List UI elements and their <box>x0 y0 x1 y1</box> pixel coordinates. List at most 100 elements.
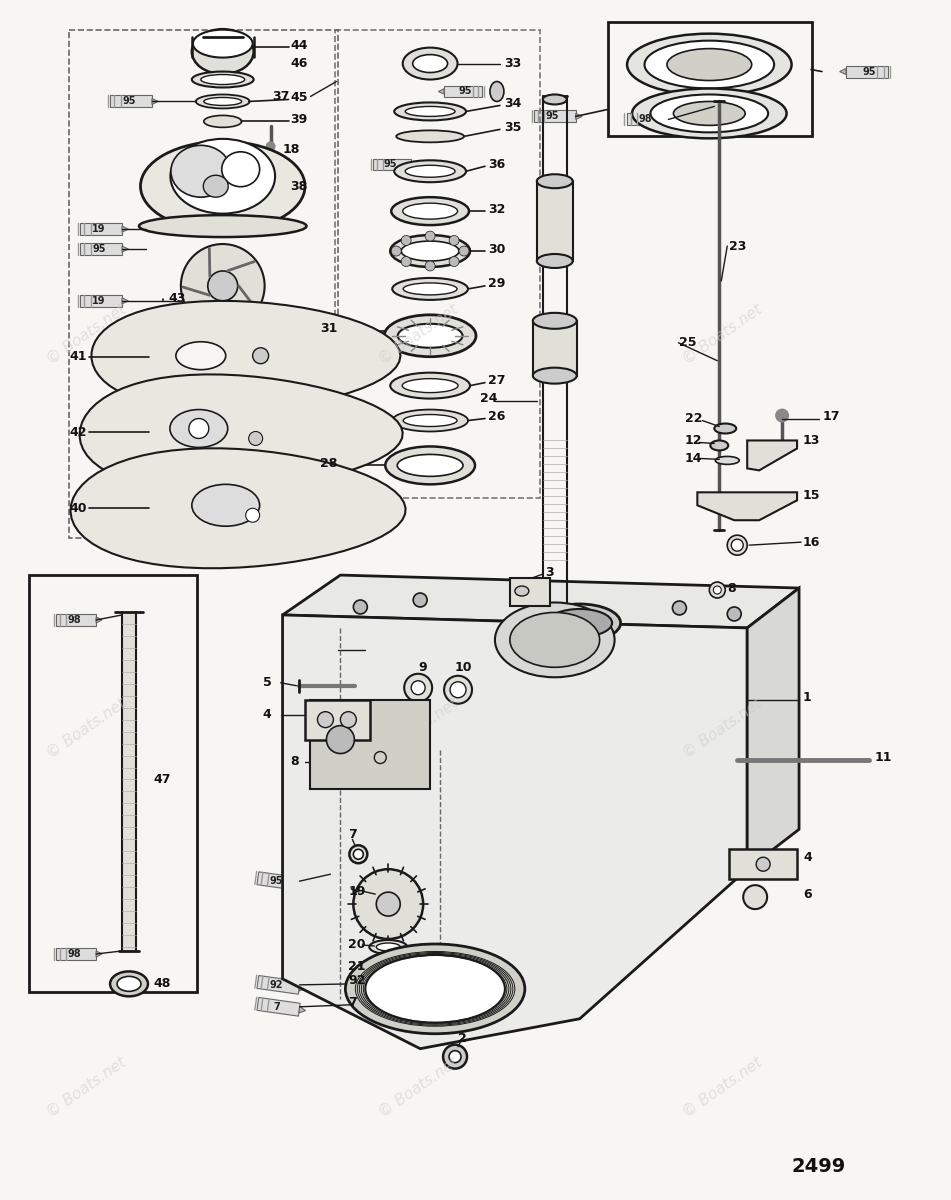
Text: 92: 92 <box>348 974 366 988</box>
Text: 47: 47 <box>153 773 170 786</box>
Text: 98: 98 <box>68 949 81 959</box>
Text: 8: 8 <box>291 755 300 768</box>
Polygon shape <box>96 617 102 623</box>
Polygon shape <box>80 223 122 235</box>
Circle shape <box>207 271 238 301</box>
Ellipse shape <box>673 102 746 125</box>
Polygon shape <box>122 226 128 232</box>
Ellipse shape <box>204 175 228 197</box>
Polygon shape <box>697 492 797 521</box>
Text: 46: 46 <box>291 58 308 70</box>
Ellipse shape <box>533 313 576 329</box>
Circle shape <box>354 869 423 940</box>
Circle shape <box>756 857 770 871</box>
Ellipse shape <box>397 131 464 143</box>
Ellipse shape <box>204 97 242 106</box>
Text: 10: 10 <box>456 661 473 674</box>
Ellipse shape <box>222 152 260 187</box>
Text: 5: 5 <box>262 677 271 689</box>
Text: 39: 39 <box>291 113 308 126</box>
Bar <box>305 700 370 739</box>
Ellipse shape <box>377 943 400 950</box>
Ellipse shape <box>398 455 463 476</box>
Polygon shape <box>282 575 799 628</box>
Text: 98: 98 <box>68 614 81 625</box>
Ellipse shape <box>645 41 774 89</box>
Ellipse shape <box>354 850 363 859</box>
Bar <box>69 30 339 538</box>
Text: © Boats.net: © Boats.net <box>45 1055 129 1121</box>
Ellipse shape <box>110 972 148 996</box>
Text: 38: 38 <box>291 180 308 193</box>
Polygon shape <box>122 298 128 304</box>
Bar <box>122 612 136 950</box>
Polygon shape <box>80 295 122 307</box>
Ellipse shape <box>204 115 242 127</box>
Polygon shape <box>627 114 669 125</box>
Text: 28: 28 <box>320 457 338 470</box>
Ellipse shape <box>402 379 458 392</box>
Ellipse shape <box>192 72 254 88</box>
Circle shape <box>354 600 367 614</box>
Polygon shape <box>257 872 301 890</box>
Circle shape <box>425 232 436 241</box>
Text: 33: 33 <box>504 58 521 70</box>
Ellipse shape <box>395 102 466 120</box>
Bar <box>536 181 573 260</box>
Ellipse shape <box>365 955 505 1022</box>
Ellipse shape <box>405 107 456 116</box>
Ellipse shape <box>627 34 791 96</box>
Text: 4: 4 <box>262 708 271 721</box>
Circle shape <box>775 408 789 422</box>
Polygon shape <box>444 86 482 97</box>
Text: 19: 19 <box>92 224 106 234</box>
Text: 12: 12 <box>685 434 702 446</box>
Ellipse shape <box>405 166 456 178</box>
Polygon shape <box>846 66 888 78</box>
Ellipse shape <box>401 241 459 260</box>
Text: 7: 7 <box>348 828 358 841</box>
Circle shape <box>744 886 767 910</box>
Circle shape <box>709 582 726 598</box>
Ellipse shape <box>117 977 141 991</box>
Ellipse shape <box>375 960 402 974</box>
Ellipse shape <box>196 95 250 108</box>
Polygon shape <box>70 449 405 568</box>
Text: 31: 31 <box>320 323 338 335</box>
Text: © Boats.net: © Boats.net <box>680 301 765 367</box>
Ellipse shape <box>539 604 621 642</box>
Ellipse shape <box>139 215 306 238</box>
Ellipse shape <box>402 203 457 220</box>
Polygon shape <box>122 246 128 252</box>
Bar <box>510 578 550 606</box>
Polygon shape <box>534 110 575 122</box>
Text: 16: 16 <box>803 535 821 548</box>
Text: 7: 7 <box>273 1002 280 1012</box>
Text: 95: 95 <box>92 244 106 254</box>
Circle shape <box>340 712 357 727</box>
Text: 3: 3 <box>545 565 553 578</box>
Ellipse shape <box>192 485 260 527</box>
Text: © Boats.net: © Boats.net <box>45 301 129 367</box>
Text: 35: 35 <box>504 121 521 134</box>
Ellipse shape <box>345 944 525 1033</box>
Ellipse shape <box>714 424 736 433</box>
Text: 43: 43 <box>169 293 186 305</box>
Text: © Boats.net: © Boats.net <box>680 1055 765 1121</box>
Ellipse shape <box>543 95 567 104</box>
Circle shape <box>672 601 687 614</box>
Polygon shape <box>669 116 674 122</box>
Bar <box>729 850 797 880</box>
Ellipse shape <box>369 940 407 954</box>
Text: © Boats.net: © Boats.net <box>377 1055 461 1121</box>
Text: 95: 95 <box>863 66 876 77</box>
Circle shape <box>459 246 469 256</box>
Circle shape <box>245 509 260 522</box>
Ellipse shape <box>176 342 225 370</box>
Ellipse shape <box>170 409 227 448</box>
Ellipse shape <box>193 30 253 58</box>
Polygon shape <box>747 588 799 869</box>
Text: 41: 41 <box>69 350 87 364</box>
Text: 27: 27 <box>488 374 506 388</box>
Ellipse shape <box>536 254 573 268</box>
